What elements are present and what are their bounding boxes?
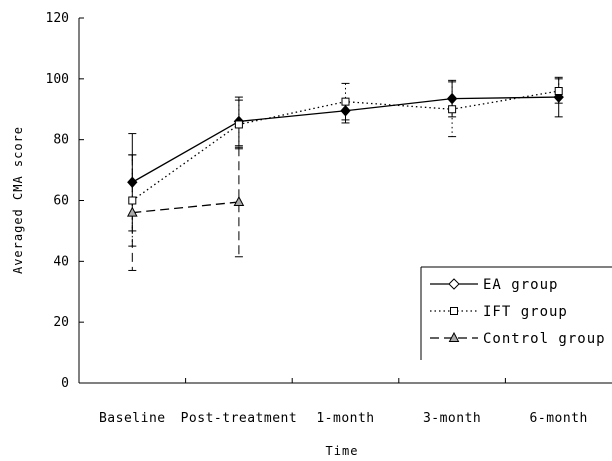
x-axis-title: Time xyxy=(326,444,359,458)
legend-label: Control group xyxy=(483,331,606,347)
data-point xyxy=(128,196,137,205)
axes xyxy=(78,17,612,384)
data-point xyxy=(234,120,243,129)
legend-marker xyxy=(450,307,458,315)
x-tick-label: 6-month xyxy=(530,411,588,426)
legend-label: EA group xyxy=(483,277,558,293)
y-axis-title: Averaged CMA score xyxy=(11,126,25,274)
y-tick-label: 40 xyxy=(53,254,69,269)
legend-marker xyxy=(448,331,460,342)
data-point xyxy=(554,87,563,95)
data-point xyxy=(233,195,245,207)
legend: EA group IFT group Control group xyxy=(420,266,612,360)
series-markers xyxy=(126,87,564,217)
data-point xyxy=(127,176,138,188)
x-tick-label: Post-treatment xyxy=(181,411,298,426)
x-tick-label: 3-month xyxy=(423,411,481,426)
data-point xyxy=(340,105,351,117)
legend-label: IFT group xyxy=(483,304,568,320)
y-tick-label: 120 xyxy=(46,11,69,26)
x-tick-label: 1-month xyxy=(316,411,374,426)
y-tick-labels: 0 20 40 60 80 100 120 xyxy=(46,11,69,391)
data-point xyxy=(341,97,350,106)
y-tick-label: 80 xyxy=(53,133,69,148)
y-tick-label: 100 xyxy=(46,72,69,87)
data-point xyxy=(446,92,458,105)
data-point xyxy=(126,206,138,217)
y-tick-label: 60 xyxy=(53,194,69,209)
data-point xyxy=(448,105,457,114)
x-tick-labels: Baseline Post-treatment 1-month 3-month 6-mo… xyxy=(99,411,588,426)
series-line-3 xyxy=(132,201,239,214)
y-tick-label: 20 xyxy=(53,315,69,330)
y-tick-label: 0 xyxy=(61,376,69,391)
legend-marker xyxy=(448,278,460,290)
x-tick-label: Baseline xyxy=(99,411,166,426)
